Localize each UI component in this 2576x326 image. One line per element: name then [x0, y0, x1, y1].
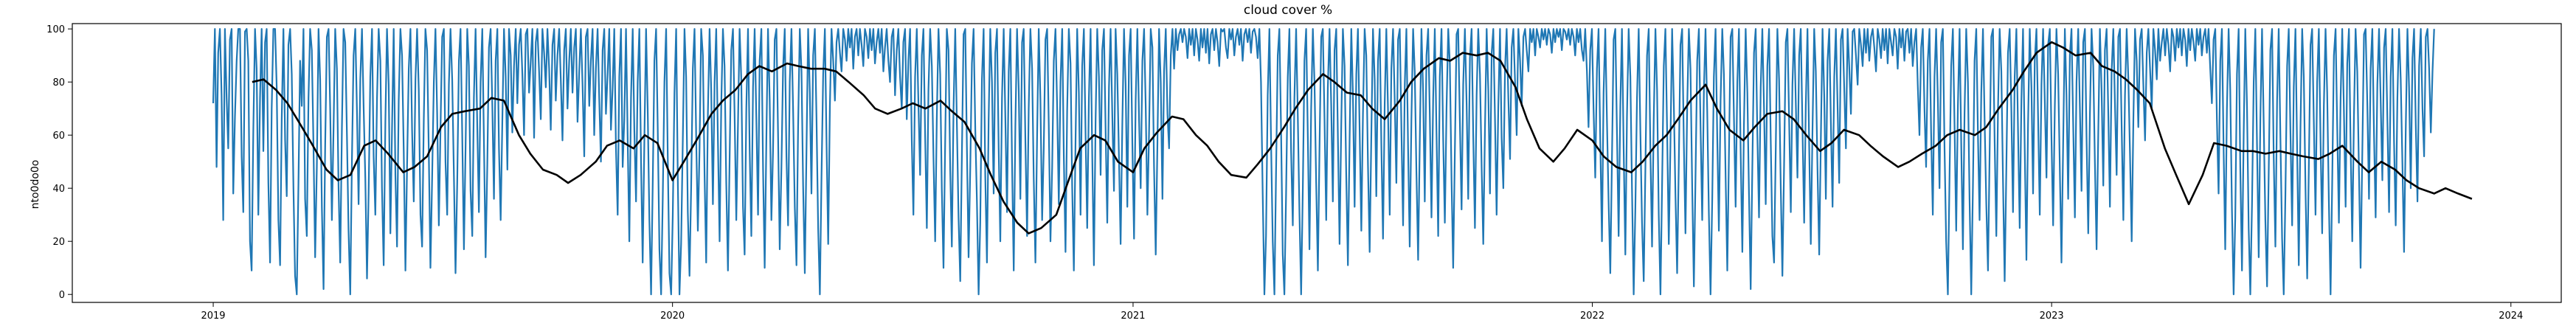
y-axis: 0 20 40 60 80 100: [46, 24, 72, 301]
x-tick-label-2024: 2024: [2499, 311, 2523, 322]
y-tick-label-0: 0: [59, 290, 65, 301]
x-axis: 2019 2020 2021 2022 2023 2024: [201, 302, 2523, 322]
rolling-mean-line: [252, 41, 2473, 235]
y-tick-label-20: 20: [52, 237, 65, 248]
y-axis-label: nto0do0o: [30, 159, 41, 209]
y-tick-label-40: 40: [52, 184, 65, 195]
daily-series-line: [212, 28, 2435, 296]
y-tick-label-100: 100: [46, 24, 65, 35]
y-tick-label-80: 80: [52, 77, 65, 89]
x-tick-label-2021: 2021: [1121, 311, 1145, 322]
rolling-mean-series: [252, 41, 2473, 235]
plot-frame: [72, 23, 2562, 303]
x-tick-label-2019: 2019: [201, 311, 225, 322]
x-tick-label-2023: 2023: [2040, 311, 2064, 322]
x-tick-label-2020: 2020: [660, 311, 685, 322]
daily-cloud-cover-series: [212, 28, 2435, 296]
x-tick-label-2022: 2022: [1580, 311, 1604, 322]
y-tick-label-60: 60: [52, 131, 65, 142]
chart-title: cloud cover %: [1243, 3, 1333, 18]
